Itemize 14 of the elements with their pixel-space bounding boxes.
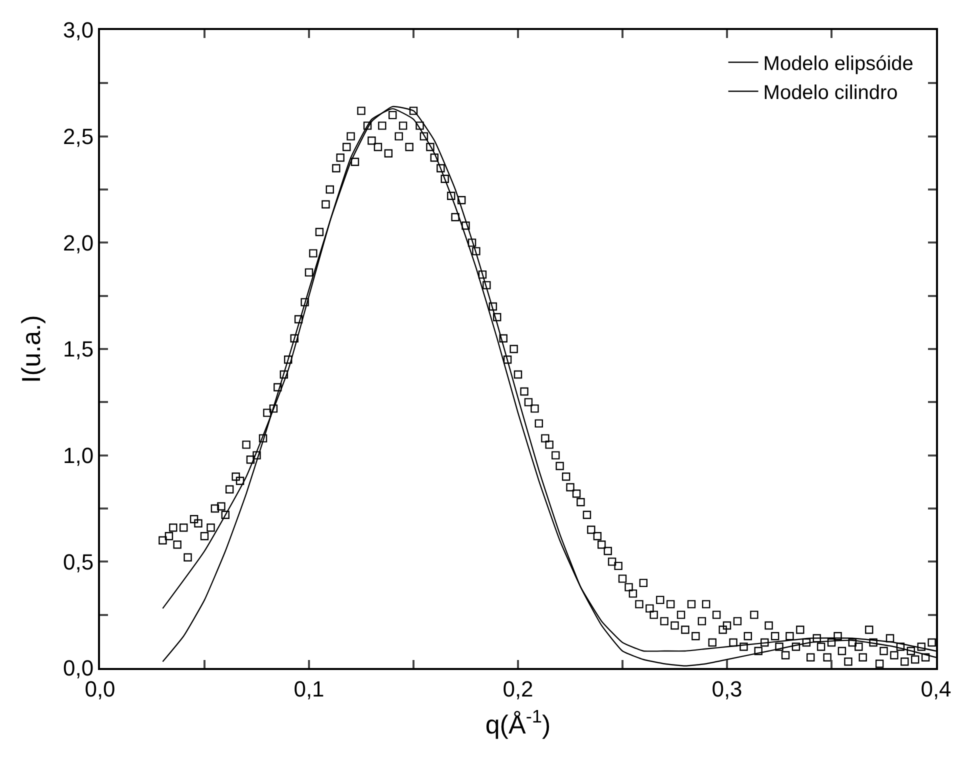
y-tick-label: 3,0 (63, 18, 94, 43)
legend-label: Modelo cilindro (763, 82, 898, 104)
y-tick-label: 0,5 (63, 549, 94, 574)
legend-label: Modelo elipsóide (763, 53, 914, 76)
y-tick-label: 1,5 (63, 336, 94, 362)
x-tick-label: 0,4 (920, 676, 952, 702)
x-tick-label: 0,2 (502, 676, 534, 702)
x-axis-title: q(Å$^{-1}$) (485, 706, 551, 740)
x-tick-label: 0,1 (294, 676, 324, 702)
y-axis-title: I(u.a.) (16, 315, 46, 383)
y-tick-label: 1,0 (63, 443, 94, 468)
x-tick-label: 0,3 (712, 676, 742, 702)
y-tick-label: 2,0 (63, 230, 94, 256)
y-tick-label: 2,5 (63, 124, 94, 150)
